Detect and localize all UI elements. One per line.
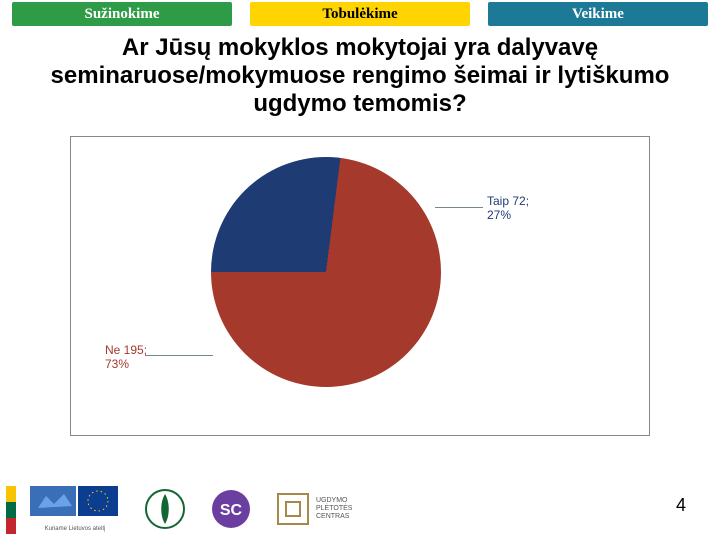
footer: Kuriame Lietuvos ateitį SC UGDY [0, 476, 720, 534]
logo-eu-funds: Kuriame Lietuvos ateitį [30, 486, 120, 532]
svg-text:SC: SC [220, 502, 243, 519]
pie-chart: Taip 72; 27% Ne 195; 73% [70, 136, 650, 436]
data-label-ne: Ne 195; 73% [105, 343, 147, 371]
footer-logos: Kuriame Lietuvos ateitį SC UGDY [30, 486, 366, 532]
leader-line [435, 207, 483, 208]
label-text: 73% [105, 357, 129, 371]
logo-sc: SC [210, 488, 252, 530]
label-text: Ne 195; [105, 343, 147, 357]
page-title: Ar Jūsų mokyklos mokytojai yra dalyvavę … [0, 26, 720, 122]
top-tabs: Sužinokime Tobulėkime Veikime [0, 0, 720, 26]
label-text: Taip 72; [487, 194, 529, 208]
logo-caption: UGDYMO PLĖTOTĖS CENTRAS [316, 497, 366, 521]
lithuania-flag-icon [6, 486, 16, 534]
label-text: 27% [487, 208, 511, 222]
tab-suzinokime[interactable]: Sužinokime [12, 2, 232, 26]
logo-upc: UGDYMO PLĖTOTĖS CENTRAS [276, 492, 366, 526]
tab-tobulekime[interactable]: Tobulėkime [250, 2, 470, 26]
logo-education-centre [144, 488, 186, 530]
pie-graphic [211, 157, 441, 387]
slide: Sužinokime Tobulėkime Veikime Ar Jūsų mo… [0, 0, 720, 540]
page-number: 4 [676, 495, 686, 516]
leader-line [145, 355, 213, 356]
data-label-taip: Taip 72; 27% [487, 194, 529, 222]
logo-caption: Kuriame Lietuvos ateitį [45, 526, 106, 532]
tab-veikime[interactable]: Veikime [488, 2, 708, 26]
